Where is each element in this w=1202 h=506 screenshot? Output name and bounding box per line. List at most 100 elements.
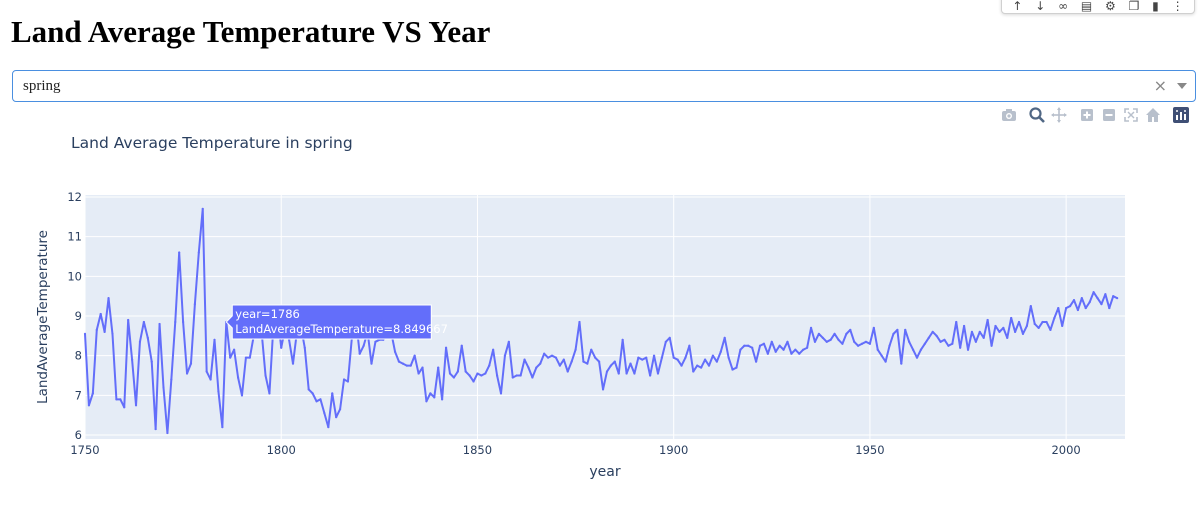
data-point[interactable] — [594, 356, 597, 359]
data-point[interactable] — [758, 344, 762, 347]
data-point[interactable] — [311, 392, 314, 395]
data-point[interactable] — [448, 372, 452, 375]
data-point[interactable] — [405, 364, 408, 367]
data-point[interactable] — [833, 332, 836, 335]
data-point[interactable] — [778, 344, 781, 347]
data-point[interactable] — [935, 334, 938, 337]
data-point[interactable] — [1072, 299, 1076, 302]
data-point[interactable] — [1025, 324, 1028, 328]
data-point[interactable] — [974, 340, 977, 343]
data-point[interactable] — [550, 354, 554, 357]
data-point[interactable] — [303, 346, 306, 349]
data-point[interactable] — [770, 340, 773, 343]
data-point[interactable] — [87, 404, 91, 407]
data-point[interactable] — [896, 328, 899, 331]
data-point[interactable] — [319, 398, 322, 401]
data-point[interactable] — [872, 326, 875, 330]
data-point[interactable] — [531, 376, 534, 379]
data-point[interactable] — [876, 348, 879, 351]
data-point[interactable] — [1049, 328, 1052, 331]
data-point[interactable] — [197, 251, 200, 254]
data-point[interactable] — [1108, 306, 1111, 310]
clear-icon[interactable]: × — [1153, 76, 1167, 95]
data-point[interactable] — [331, 392, 334, 395]
data-point[interactable] — [170, 378, 173, 381]
data-point[interactable] — [582, 360, 585, 363]
data-point[interactable] — [358, 352, 361, 355]
data-point[interactable] — [908, 340, 911, 343]
data-point[interactable] — [931, 330, 934, 333]
link-icon[interactable]: ∞ — [1058, 0, 1069, 13]
data-point[interactable] — [794, 348, 797, 351]
data-point[interactable] — [291, 362, 295, 365]
data-point[interactable] — [229, 356, 232, 359]
data-point[interactable] — [786, 340, 789, 343]
data-point[interactable] — [1041, 320, 1044, 324]
data-point[interactable] — [535, 366, 538, 369]
data-point[interactable] — [393, 350, 397, 353]
data-point[interactable] — [982, 336, 985, 339]
data-point[interactable] — [236, 376, 240, 379]
data-point[interactable] — [731, 368, 734, 371]
data-point[interactable] — [735, 366, 738, 369]
data-point[interactable] — [719, 350, 722, 353]
data-point[interactable] — [904, 328, 907, 331]
data-point[interactable] — [601, 388, 605, 391]
data-point[interactable] — [711, 354, 715, 357]
data-point[interactable] — [543, 352, 546, 355]
data-point[interactable] — [1010, 316, 1013, 320]
data-point[interactable] — [782, 348, 785, 351]
data-point[interactable] — [880, 354, 883, 357]
data-point[interactable] — [715, 360, 718, 363]
autoscale-icon[interactable] — [1122, 106, 1140, 124]
data-point[interactable] — [1045, 320, 1048, 324]
data-point[interactable] — [739, 348, 742, 351]
data-point[interactable] — [868, 342, 872, 345]
data-point[interactable] — [1100, 303, 1103, 306]
data-point[interactable] — [1088, 301, 1091, 304]
data-point[interactable] — [570, 360, 573, 363]
data-point[interactable] — [154, 427, 157, 431]
copy-icon[interactable]: ❐ — [1128, 0, 1140, 13]
data-point[interactable] — [998, 330, 1001, 333]
data-point[interactable] — [986, 318, 989, 322]
data-point[interactable] — [1080, 297, 1083, 300]
data-point[interactable] — [939, 340, 942, 343]
data-point[interactable] — [845, 332, 848, 335]
data-point[interactable] — [962, 324, 966, 328]
data-point[interactable] — [452, 376, 456, 379]
data-point[interactable] — [915, 356, 919, 359]
data-point[interactable] — [335, 416, 338, 419]
data-point[interactable] — [923, 342, 926, 345]
data-point[interactable] — [1053, 316, 1056, 320]
data-point[interactable] — [629, 362, 632, 365]
data-point[interactable] — [193, 303, 196, 306]
data-point[interactable] — [166, 431, 169, 435]
data-point[interactable] — [645, 356, 648, 359]
data-point[interactable] — [507, 340, 510, 343]
data-point[interactable] — [558, 364, 561, 367]
data-point[interactable] — [174, 320, 177, 324]
data-point[interactable] — [201, 207, 204, 210]
reset-axes-icon[interactable] — [1144, 106, 1162, 124]
data-point[interactable] — [123, 406, 126, 409]
data-point[interactable] — [417, 372, 420, 375]
data-point[interactable] — [617, 372, 620, 375]
data-point[interactable] — [664, 340, 667, 343]
arrow-down-icon[interactable]: ↓ — [1035, 0, 1046, 13]
data-point[interactable] — [566, 370, 569, 373]
data-point[interactable] — [860, 342, 864, 345]
data-point[interactable] — [519, 374, 522, 377]
data-point[interactable] — [672, 356, 675, 359]
data-point[interactable] — [511, 376, 514, 379]
data-point[interactable] — [307, 388, 310, 391]
data-point[interactable] — [884, 360, 887, 363]
data-point[interactable] — [692, 370, 695, 373]
data-point[interactable] — [472, 380, 475, 383]
season-dropdown[interactable]: spring × — [12, 70, 1196, 102]
data-point[interactable] — [233, 348, 236, 351]
data-point[interactable] — [264, 374, 267, 377]
data-point[interactable] — [955, 320, 958, 324]
data-point[interactable] — [346, 380, 350, 383]
pan-icon[interactable] — [1050, 106, 1068, 124]
